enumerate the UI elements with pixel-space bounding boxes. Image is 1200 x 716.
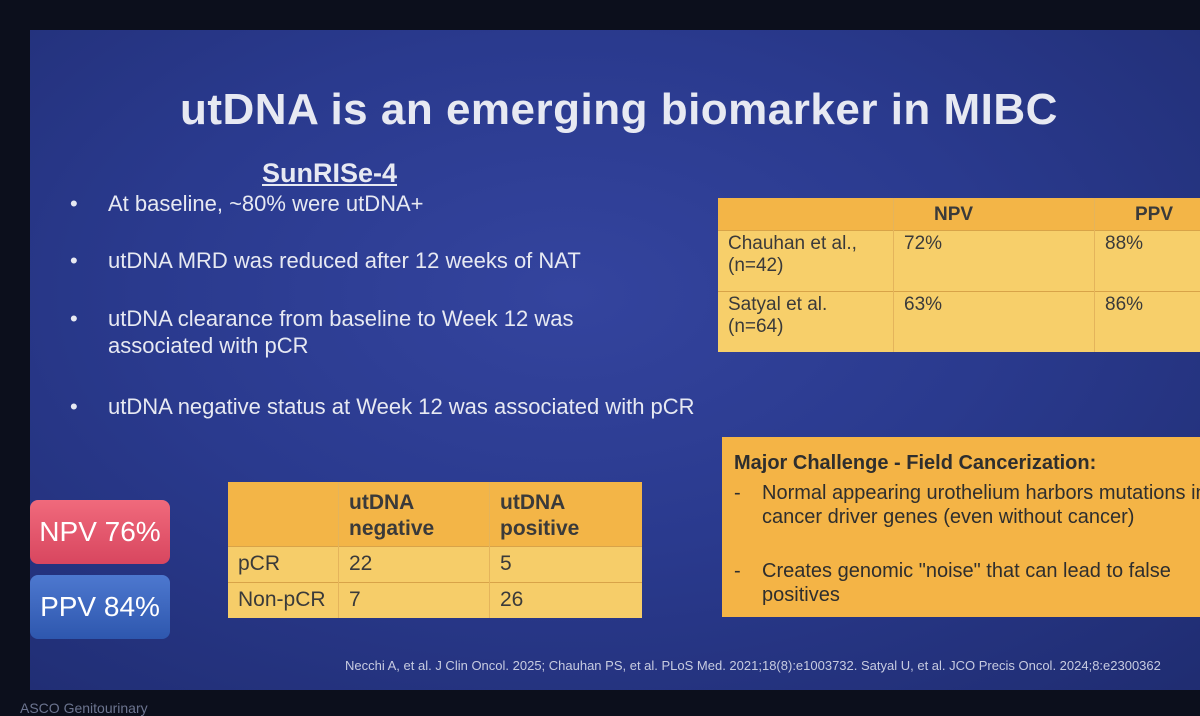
table-header-negative: utDNA negative xyxy=(339,482,490,547)
bullet-text: At baseline, ~80% were utDNA+ xyxy=(70,190,424,217)
table-header-ppv: PPV xyxy=(1095,198,1200,231)
studies-table: NPV PPV Chauhan et al., (n=42) 72% 88% S… xyxy=(718,198,1200,352)
challenge-dash: - xyxy=(734,481,741,505)
challenge-text: Normal appearing urothelium harbors muta… xyxy=(734,481,1200,529)
bullet-item: • utDNA clearance from baseline to Week … xyxy=(70,305,628,359)
bullet-dot: • xyxy=(70,247,90,274)
table-row: pCR 22 5 xyxy=(228,547,642,583)
challenge-item: - Creates genomic "noise" that can lead … xyxy=(734,559,1200,607)
contingency-table: utDNA negative utDNA positive pCR 22 5 N… xyxy=(228,482,642,618)
table-cell-negative: 7 xyxy=(339,583,490,619)
table-cell-npv: 63% xyxy=(894,292,1095,353)
slide-subtitle: SunRISe-4 xyxy=(262,158,397,189)
table-header-row: utDNA negative utDNA positive xyxy=(228,482,642,547)
table-cell-ppv: 88% xyxy=(1095,231,1200,292)
bullet-dot: • xyxy=(70,393,90,420)
bullet-dot: • xyxy=(70,305,90,332)
challenge-box: Major Challenge - Field Cancerization: -… xyxy=(722,437,1200,617)
ppv-badge: PPV 84% xyxy=(30,575,170,639)
table-header-positive: utDNA positive xyxy=(490,482,643,547)
bullet-text: utDNA negative status at Week 12 was ass… xyxy=(70,393,708,420)
table-header-cell xyxy=(718,198,894,231)
citation: Necchi A, et al. J Clin Oncol. 2025; Cha… xyxy=(345,658,1200,673)
table-cell-positive: 5 xyxy=(490,547,643,583)
bullet-text: utDNA MRD was reduced after 12 weeks of … xyxy=(70,247,581,274)
slide-title: utDNA is an emerging biomarker in MIBC xyxy=(180,85,1080,135)
table-row: Chauhan et al., (n=42) 72% 88% xyxy=(718,231,1200,292)
table-header-npv: NPV xyxy=(894,198,1095,231)
bullet-text: utDNA clearance from baseline to Week 12… xyxy=(70,305,628,359)
challenge-dash: - xyxy=(734,559,741,583)
table-cell-negative: 22 xyxy=(339,547,490,583)
table-cell-label: Non-pCR xyxy=(228,583,339,619)
challenge-item: - Normal appearing urothelium harbors mu… xyxy=(734,481,1200,529)
table-cell-ppv: 86% xyxy=(1095,292,1200,353)
table-cell-npv: 72% xyxy=(894,231,1095,292)
table-header-row: NPV PPV xyxy=(718,198,1200,231)
bullet-dot: • xyxy=(70,190,90,217)
table-header-cell xyxy=(228,482,339,547)
table-cell-study: Chauhan et al., (n=42) xyxy=(718,231,894,292)
table-cell-positive: 26 xyxy=(490,583,643,619)
footer-logo: ASCO Genitourinary xyxy=(20,700,148,716)
bullet-item: • utDNA negative status at Week 12 was a… xyxy=(70,393,708,420)
npv-badge: NPV 76% xyxy=(30,500,170,564)
table-row: Satyal et al. (n=64) 63% 86% xyxy=(718,292,1200,353)
table-cell-study: Satyal et al. (n=64) xyxy=(718,292,894,353)
challenge-text: Creates genomic "noise" that can lead to… xyxy=(734,559,1200,607)
bullet-item: • At baseline, ~80% were utDNA+ xyxy=(70,190,424,217)
table-cell-label: pCR xyxy=(228,547,339,583)
challenge-title: Major Challenge - Field Cancerization: xyxy=(734,451,1096,475)
table-row: Non-pCR 7 26 xyxy=(228,583,642,619)
bullet-item: • utDNA MRD was reduced after 12 weeks o… xyxy=(70,247,581,274)
slide: utDNA is an emerging biomarker in MIBC S… xyxy=(30,30,1200,690)
